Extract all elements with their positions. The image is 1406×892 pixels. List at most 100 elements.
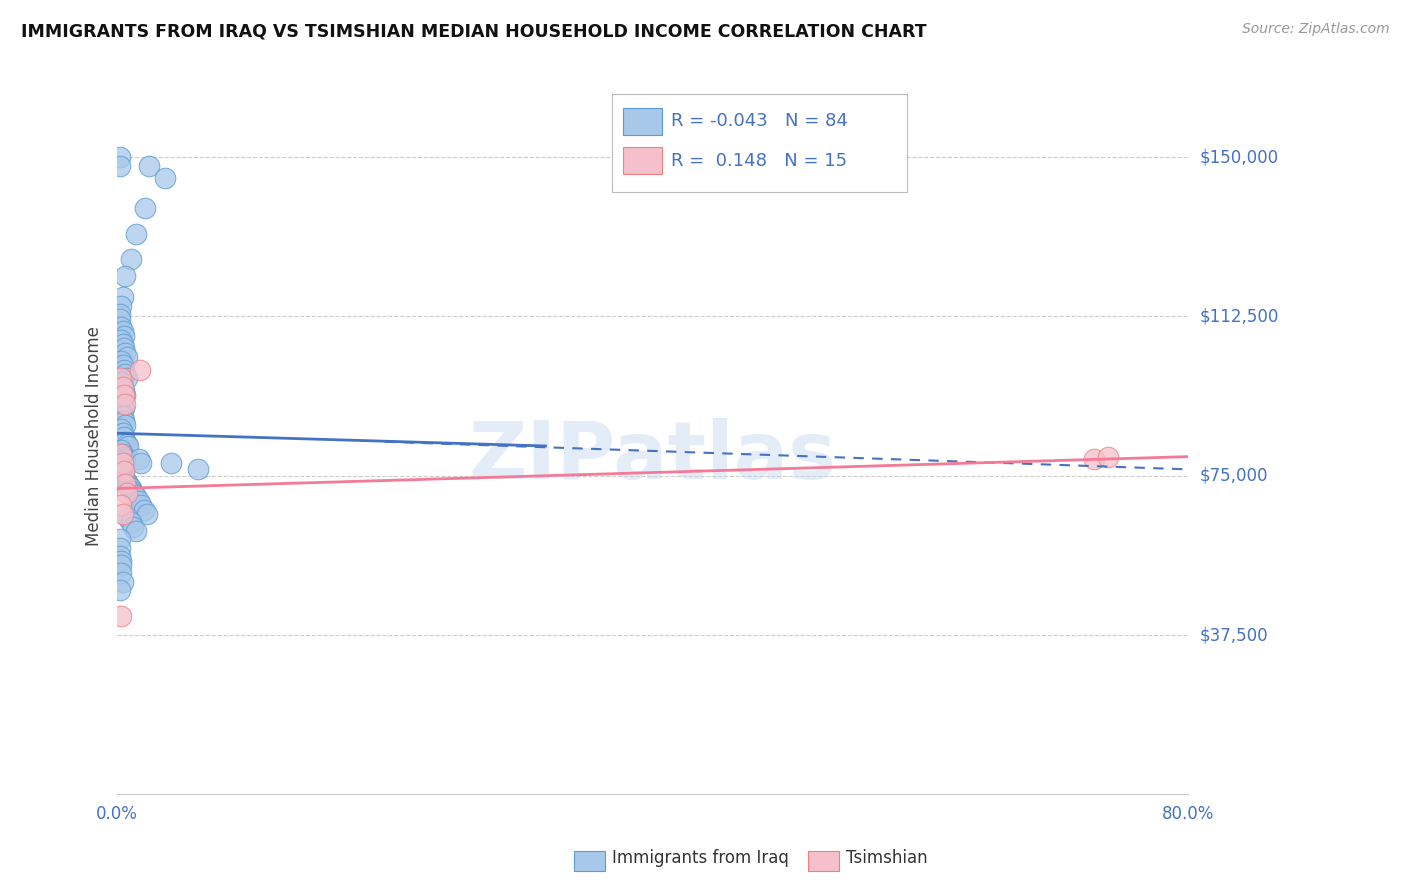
Text: IMMIGRANTS FROM IRAQ VS TSIMSHIAN MEDIAN HOUSEHOLD INCOME CORRELATION CHART: IMMIGRANTS FROM IRAQ VS TSIMSHIAN MEDIAN…: [21, 22, 927, 40]
Point: [110, 333, 132, 347]
Point: [129, 499, 152, 513]
Point: [110, 558, 132, 572]
Point: [125, 524, 148, 538]
Point: [117, 439, 139, 453]
Point: [108, 311, 131, 326]
Point: [110, 460, 132, 475]
Point: [111, 358, 134, 372]
Point: [111, 468, 134, 483]
Point: [112, 362, 135, 376]
Point: [108, 150, 131, 164]
Text: Tsimshian: Tsimshian: [846, 849, 928, 867]
Point: [159, 456, 181, 470]
Point: [111, 379, 134, 393]
Text: $112,500: $112,500: [1199, 308, 1278, 326]
Point: [110, 376, 132, 390]
Point: [122, 485, 145, 500]
Point: [110, 320, 132, 334]
Point: [111, 379, 134, 393]
Text: $37,500: $37,500: [1199, 626, 1268, 644]
Point: [115, 437, 138, 451]
Point: [111, 337, 134, 351]
Point: [112, 384, 135, 398]
Point: [120, 516, 142, 530]
Point: [1083, 451, 1105, 466]
Point: [110, 499, 132, 513]
Point: [114, 451, 136, 466]
Point: [112, 471, 135, 485]
Point: [114, 388, 136, 402]
Text: $150,000: $150,000: [1199, 148, 1278, 166]
Point: [128, 451, 150, 466]
Point: [111, 290, 134, 304]
Point: [115, 485, 138, 500]
Point: [111, 456, 134, 470]
Point: [122, 519, 145, 533]
Point: [112, 458, 135, 472]
Point: [117, 477, 139, 491]
Point: [110, 422, 132, 436]
Point: [110, 467, 132, 481]
Text: ZIPatlas: ZIPatlas: [468, 418, 837, 497]
Point: [117, 511, 139, 525]
Point: [108, 533, 131, 547]
Point: [125, 227, 148, 241]
Point: [108, 549, 131, 564]
Point: [114, 473, 136, 487]
Point: [114, 477, 136, 491]
Point: [112, 450, 135, 464]
Point: [128, 494, 150, 508]
Point: [110, 354, 132, 368]
Point: [111, 456, 134, 470]
Text: R = -0.043   N = 84: R = -0.043 N = 84: [671, 112, 848, 130]
Point: [110, 405, 132, 419]
Point: [186, 462, 208, 476]
Point: [112, 465, 135, 479]
Point: [114, 345, 136, 359]
Point: [115, 350, 138, 364]
Point: [124, 488, 146, 502]
Point: [112, 328, 135, 343]
Point: [118, 479, 141, 493]
Point: [111, 426, 134, 441]
Point: [120, 252, 142, 266]
Point: [111, 574, 134, 589]
Point: [112, 388, 135, 402]
Point: [110, 371, 132, 385]
Point: [125, 490, 148, 504]
Point: [120, 482, 142, 496]
Point: [112, 465, 135, 479]
Point: [114, 417, 136, 432]
Point: [108, 583, 131, 598]
Point: [132, 502, 155, 516]
Point: [112, 430, 135, 444]
Point: [114, 268, 136, 283]
Y-axis label: Median Household Income: Median Household Income: [86, 326, 103, 546]
Point: [155, 171, 177, 186]
Point: [114, 434, 136, 449]
Point: [111, 324, 134, 338]
Text: R =  0.148   N = 15: R = 0.148 N = 15: [671, 152, 846, 169]
Point: [134, 201, 156, 215]
Point: [129, 362, 152, 376]
Point: [108, 159, 131, 173]
Point: [121, 483, 143, 498]
Point: [112, 401, 135, 415]
Text: Immigrants from Iraq: Immigrants from Iraq: [612, 849, 789, 867]
Point: [111, 396, 134, 410]
Point: [110, 392, 132, 407]
Point: [110, 609, 132, 624]
Point: [111, 507, 134, 521]
Point: [108, 307, 131, 321]
Text: $75,000: $75,000: [1199, 467, 1268, 484]
Point: [110, 443, 132, 458]
Point: [110, 448, 132, 462]
Point: [114, 396, 136, 410]
Point: [108, 541, 131, 555]
Text: Source: ZipAtlas.com: Source: ZipAtlas.com: [1241, 22, 1389, 37]
Point: [135, 507, 157, 521]
Point: [114, 367, 136, 381]
Point: [138, 159, 160, 173]
Point: [115, 371, 138, 385]
Point: [112, 413, 135, 427]
